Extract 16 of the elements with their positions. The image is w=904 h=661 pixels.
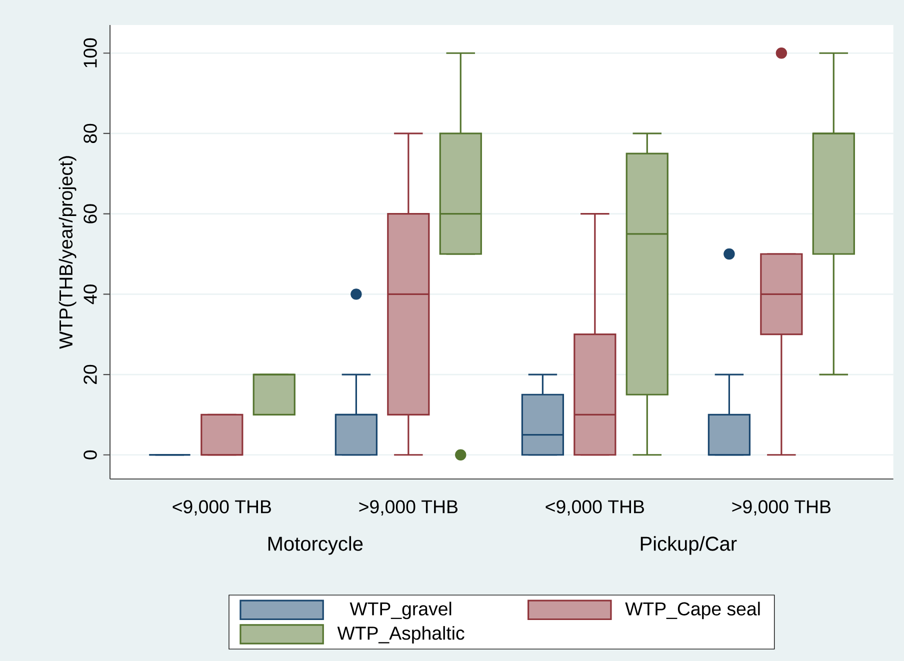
y-tick-label: 20	[84, 364, 97, 384]
y-tick-label: 40	[84, 284, 97, 304]
x-tick-label: <9,000 THB	[546, 500, 644, 516]
y-axis-title: WTP(THB/year/project)	[58, 156, 76, 349]
text: Motorcycle	[268, 536, 363, 555]
x-tick-label: >9,000 THB	[359, 500, 458, 516]
x-tick-label: >9,000 THB	[732, 500, 830, 516]
y-tick-label: 60	[84, 204, 97, 224]
legend-label: WTP_Asphaltic	[337, 626, 464, 644]
y-tick-label: 100	[84, 38, 97, 68]
y-tick-label: 80	[84, 124, 97, 144]
legend-label: WTP_Cape seal	[625, 602, 760, 620]
y-tick-label: 0	[84, 450, 97, 460]
legend-label: WTP_gravel	[350, 602, 452, 620]
text: Pickup/Car	[640, 536, 737, 555]
x-tick-label: <9,000 THB	[172, 500, 271, 516]
